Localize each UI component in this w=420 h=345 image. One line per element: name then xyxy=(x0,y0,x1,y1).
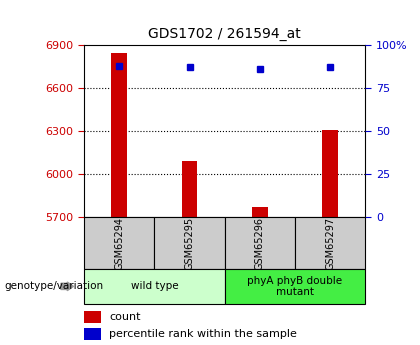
Bar xyxy=(252,207,268,217)
Text: GSM65296: GSM65296 xyxy=(255,217,265,270)
Bar xyxy=(225,217,295,269)
Bar xyxy=(84,269,225,304)
Bar xyxy=(182,161,197,217)
Bar xyxy=(295,217,365,269)
Bar xyxy=(84,310,101,323)
Text: GSM65297: GSM65297 xyxy=(325,217,335,270)
Text: GSM65294: GSM65294 xyxy=(114,217,124,270)
Bar xyxy=(225,269,365,304)
Bar xyxy=(323,130,338,217)
Bar xyxy=(111,53,127,217)
Text: count: count xyxy=(109,312,141,322)
Text: GSM65295: GSM65295 xyxy=(184,217,194,270)
Text: percentile rank within the sample: percentile rank within the sample xyxy=(109,329,297,339)
Bar xyxy=(84,217,155,269)
Text: genotype/variation: genotype/variation xyxy=(4,282,103,291)
Bar xyxy=(84,328,101,340)
Text: phyA phyB double
mutant: phyA phyB double mutant xyxy=(247,276,343,297)
Title: GDS1702 / 261594_at: GDS1702 / 261594_at xyxy=(148,27,301,41)
Bar xyxy=(155,217,225,269)
Text: wild type: wild type xyxy=(131,282,178,291)
